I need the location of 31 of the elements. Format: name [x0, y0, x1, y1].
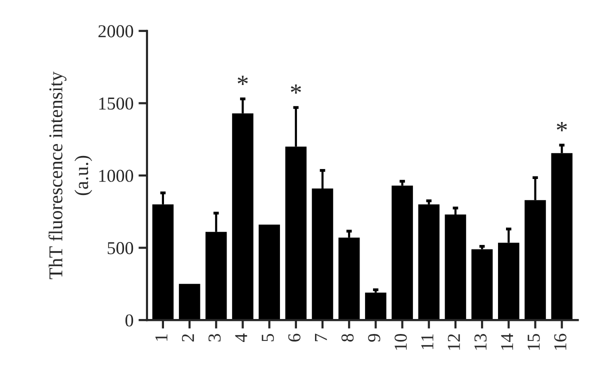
x-tick-label: 9	[368, 334, 380, 342]
x-tick-label: 10	[394, 334, 407, 350]
x-tick-label: 8	[341, 334, 354, 342]
y-tick-label: 0	[125, 314, 134, 327]
x-tick-label: 14	[501, 334, 513, 350]
x-tick-label: 12	[448, 334, 460, 350]
x-tick-label: 7	[315, 334, 327, 342]
annotation: *	[238, 76, 248, 85]
x-tick-label: 1	[155, 334, 168, 341]
bar	[392, 186, 413, 320]
x-tick-label: 11	[421, 334, 434, 350]
y-axis-title: ThT fluorescence intensity (a.u.)	[48, 72, 92, 280]
x-tick-label: 4	[235, 334, 248, 342]
bar	[365, 292, 386, 320]
y-tick-label: 1500	[99, 97, 134, 110]
bar	[418, 204, 440, 320]
x-tick-label: 16	[554, 334, 566, 350]
y-tick-label: 2000	[98, 25, 134, 38]
x-tick-label: 13	[474, 334, 487, 350]
annotation: *	[556, 122, 567, 132]
bar	[471, 249, 493, 320]
y-tick-label: 1000	[99, 170, 134, 182]
x-tick-label: 2	[182, 334, 194, 342]
bar	[258, 224, 280, 320]
x-tick-label: 5	[262, 334, 274, 342]
x-tick-label: 3	[208, 334, 221, 342]
bar	[178, 284, 200, 320]
x-tick-label: 6	[288, 334, 300, 342]
x-tick-label: 15	[528, 334, 540, 350]
y-tick-label: 500	[108, 242, 134, 254]
annotation: *	[290, 84, 301, 94]
